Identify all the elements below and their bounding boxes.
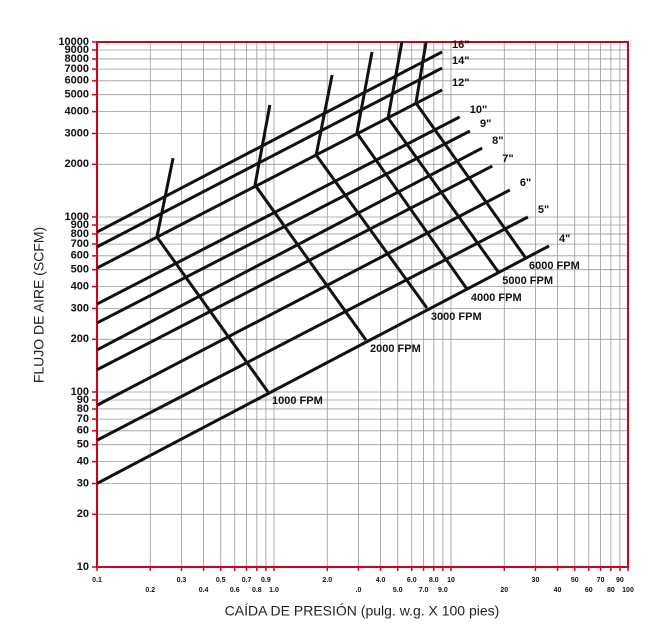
series-line <box>314 74 429 309</box>
y-tick-label: 300 <box>71 302 89 314</box>
x-tick-label: .0 <box>356 587 362 594</box>
x-tick-label: 80 <box>607 587 615 594</box>
y-tick-label: 2000 <box>65 158 89 170</box>
y-tick-label: 10000 <box>58 36 89 48</box>
series-line <box>414 41 527 258</box>
x-axis-label: CAÍDA DE PRESIÓN (pulg. w.g. X 100 pies) <box>225 603 500 619</box>
y-axis-label: FLUJO DE AIRE (SCFM) <box>31 227 47 383</box>
series-line <box>96 244 550 485</box>
y-tick-label: 9000 <box>65 44 89 56</box>
y-tick-label: 100 <box>71 386 89 398</box>
y-tick-label: 90 <box>77 394 89 406</box>
y-tick-label: 700 <box>71 238 89 250</box>
x-tick-label: 0.2 <box>145 587 155 594</box>
y-tick-label: 600 <box>71 250 89 262</box>
y-tick-label: 5000 <box>65 89 89 101</box>
series-line <box>253 104 368 341</box>
x-tick-label: 9.0 <box>438 587 448 594</box>
x-tick-label: 100 <box>622 587 634 594</box>
y-tick-label: 30 <box>77 477 89 489</box>
series-label: 4" <box>559 233 570 245</box>
x-tick-label: 70 <box>597 577 605 584</box>
series-label: 5000 FPM <box>502 275 553 287</box>
y-tick-label: 4000 <box>65 106 89 118</box>
y-tick-label: 40 <box>77 456 89 468</box>
series-line <box>96 146 483 352</box>
series-line <box>96 115 461 306</box>
y-tick-label: 70 <box>77 413 89 425</box>
y-tick-label: 60 <box>77 425 89 437</box>
y-tick-label: 200 <box>71 333 89 345</box>
series-line <box>96 188 511 407</box>
series-line <box>96 164 493 372</box>
series-line <box>96 50 443 234</box>
x-tick-label: 0.9 <box>261 577 271 584</box>
series-label: 7" <box>502 153 513 165</box>
x-tick-label: 30 <box>532 577 540 584</box>
series-label: 14" <box>452 55 469 67</box>
series-line <box>386 41 500 273</box>
series-label: 6000 FPM <box>529 260 580 272</box>
x-tick-label: 90 <box>616 577 624 584</box>
y-tick-label: 800 <box>71 228 89 240</box>
y-tick-label: 80 <box>77 403 89 415</box>
x-tick-label: 20 <box>500 587 508 594</box>
x-tick-label: 50 <box>571 577 579 584</box>
y-tick-label: 7000 <box>65 63 89 75</box>
series-line <box>155 157 270 393</box>
plot-frame <box>96 41 629 568</box>
y-tick-label: 500 <box>71 264 89 276</box>
series-line <box>96 215 529 442</box>
x-tick-label: 4.0 <box>376 577 386 584</box>
series-label: 16" <box>452 39 469 51</box>
x-tick-label: 10 <box>447 577 455 584</box>
x-tick-label: 1.0 <box>269 587 279 594</box>
y-tick-label: 20 <box>77 508 89 520</box>
y-tick-label: 400 <box>71 281 89 293</box>
x-tick-label: 0.6 <box>230 587 240 594</box>
x-tick-label: 40 <box>554 587 562 594</box>
x-tick-label: 5.0 <box>393 587 403 594</box>
x-tick-label: 8.0 <box>429 577 439 584</box>
y-tick-label: 10 <box>77 561 89 573</box>
x-tick-label: 2.0 <box>322 577 332 584</box>
y-tick-label: 3000 <box>65 127 89 139</box>
series-label: 4000 FPM <box>471 292 522 304</box>
series-label: 8" <box>492 135 503 147</box>
x-tick-label: 0.1 <box>92 577 102 584</box>
y-tick-label: 1000 <box>65 211 89 223</box>
series-label: 6" <box>520 177 531 189</box>
series-label: 3000 FPM <box>431 311 482 323</box>
x-tick-label: 7.0 <box>419 587 429 594</box>
series-line <box>96 88 443 270</box>
series-label: 10" <box>470 104 487 116</box>
x-tick-label: 6.0 <box>407 577 417 584</box>
series-label: 9" <box>480 118 491 130</box>
series-label: 2000 FPM <box>370 343 421 355</box>
y-tick-label: 50 <box>77 439 89 451</box>
y-tick-label: 8000 <box>65 53 89 65</box>
series-label: 5" <box>538 204 549 216</box>
x-tick-label: 0.8 <box>252 587 262 594</box>
series-line <box>355 51 469 290</box>
x-tick-label: 0.5 <box>216 577 226 584</box>
x-tick-label: 60 <box>585 587 593 594</box>
x-tick-label: 0.3 <box>177 577 187 584</box>
series-label: 12" <box>452 77 469 89</box>
series-label: 1000 FPM <box>272 395 323 407</box>
x-tick-label: 0.7 <box>242 577 252 584</box>
series-line <box>96 66 443 249</box>
y-tick-label: 6000 <box>65 75 89 87</box>
y-tick-label: 900 <box>71 219 89 231</box>
x-tick-label: 0.4 <box>199 587 209 594</box>
